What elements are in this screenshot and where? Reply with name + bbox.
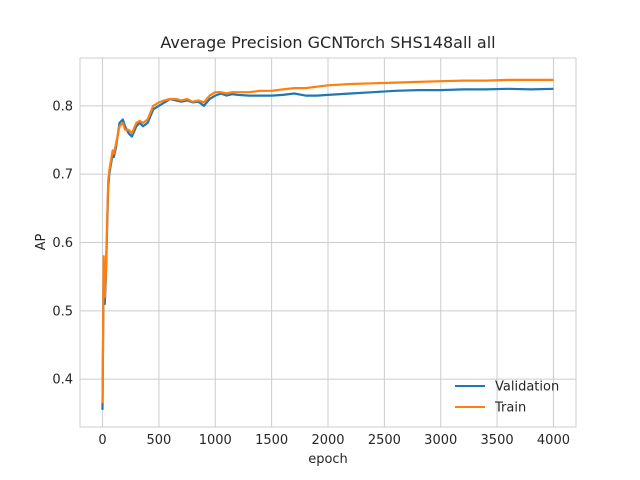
y-axis-label: AP: [34, 233, 49, 250]
x-tick-label: 2500: [368, 433, 401, 448]
y-tick-label: 0.4: [52, 373, 73, 388]
x-tick-label: 500: [146, 433, 171, 448]
x-tick-label: 2000: [311, 433, 344, 448]
series-line-train: [101, 78, 554, 404]
y-tick-label: 0.6: [52, 236, 73, 251]
x-axis-label: epoch: [308, 452, 348, 467]
legend-label-validation: Validation: [495, 380, 559, 395]
chart-title: Average Precision GCNTorch SHS148all all: [160, 33, 495, 52]
legend: Validation Train: [455, 380, 559, 416]
legend-label-train: Train: [494, 401, 526, 416]
x-tick-label: 4000: [537, 433, 570, 448]
y-tick-label: 0.8: [52, 99, 73, 114]
y-tick-label: 0.7: [52, 168, 73, 183]
ticks: 0 500 1000 1500 2000 2500 3000 3500 4000 0.4 0.5 0.…: [52, 99, 570, 448]
x-tick-label: 0: [98, 433, 106, 448]
x-tick-label: 1500: [255, 433, 288, 448]
plot-frame: [79, 57, 577, 428]
x-tick-label: 1000: [199, 433, 232, 448]
grid: [79, 57, 577, 428]
x-tick-label: 3000: [424, 433, 457, 448]
y-tick-label: 0.5: [52, 304, 73, 319]
series-layer: [101, 78, 554, 410]
x-tick-label: 3500: [481, 433, 514, 448]
